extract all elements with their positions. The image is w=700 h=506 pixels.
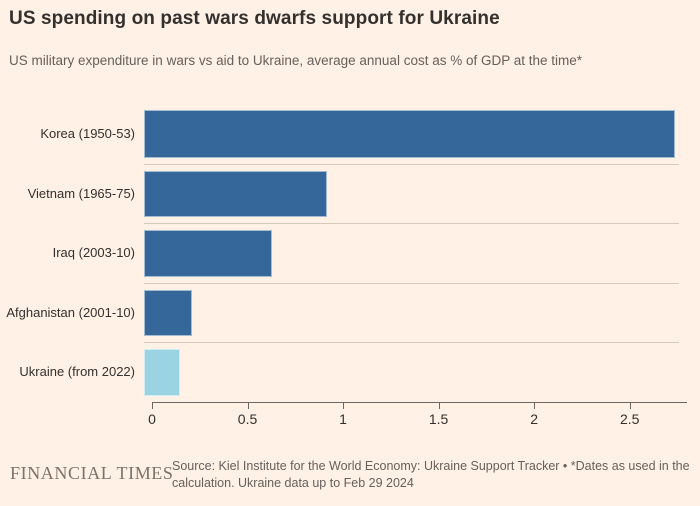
bar-iraq-2003-10 — [144, 230, 273, 277]
x-axis-tick — [629, 402, 631, 409]
x-axis-tick-label: 2 — [530, 410, 539, 427]
bar-chart: Korea (1950-53) Vietnam (1965-75) Iraq (20… — [0, 104, 700, 437]
category-label-ukraine-from-2022: Ukraine (from 2022) — [19, 364, 135, 380]
chart-row: Vietnam (1965-75) — [0, 163, 700, 224]
plot-area — [144, 163, 679, 224]
x-axis-tick — [343, 402, 345, 409]
chart-row: Afghanistan (2001-10) — [0, 282, 700, 343]
chart-row: Iraq (2003-10) — [0, 223, 700, 283]
x-axis-tick-label: 2.5 — [619, 410, 640, 427]
plot-area — [144, 104, 679, 164]
category-label-iraq-2003-10: Iraq (2003-10) — [52, 245, 135, 261]
chart-rows: Korea (1950-53) Vietnam (1965-75) Iraq (20… — [0, 104, 700, 402]
plot-area — [144, 342, 679, 402]
plot-area — [144, 223, 679, 283]
chart-footer: FINANCIAL TIMES Source: Kiel Institute f… — [0, 456, 700, 506]
bar-ukraine-from-2022 — [144, 349, 181, 396]
chart-subtitle: US military expenditure in wars vs aid t… — [9, 53, 583, 68]
x-axis: 0 0.5 1 1.5 2 2.5 — [148, 401, 687, 437]
x-axis-tick — [247, 402, 249, 409]
x-axis-tick-label: 1 — [339, 410, 347, 427]
financial-times-logo: FINANCIAL TIMES — [10, 463, 174, 483]
x-axis-tick — [152, 402, 153, 409]
category-label-afghanistan-2001-10: Afghanistan (2001-10) — [6, 304, 135, 320]
bar-vietnam-1965-75 — [144, 170, 328, 217]
bar-korea-1950-53 — [144, 110, 676, 158]
category-label-vietnam-1965-75: Vietnam (1965-75) — [27, 185, 135, 201]
category-label-korea-1950-53: Korea (1950-53) — [40, 126, 135, 142]
source-note: Source: Kiel Institute for the World Eco… — [172, 459, 690, 491]
x-axis-tick-label: 0.5 — [237, 410, 258, 427]
chart-row: Ukraine (from 2022) — [0, 342, 700, 402]
chart-title: US spending on past wars dwarfs support … — [9, 8, 500, 29]
x-axis-tick-label: 0 — [148, 410, 156, 427]
chart-row: Korea (1950-53) — [0, 104, 700, 164]
x-axis-tick — [438, 402, 440, 409]
x-axis-tick-label: 1.5 — [428, 410, 449, 427]
x-axis-tick — [534, 402, 536, 409]
bar-afghanistan-2001-10 — [144, 289, 192, 336]
plot-area — [144, 282, 679, 343]
